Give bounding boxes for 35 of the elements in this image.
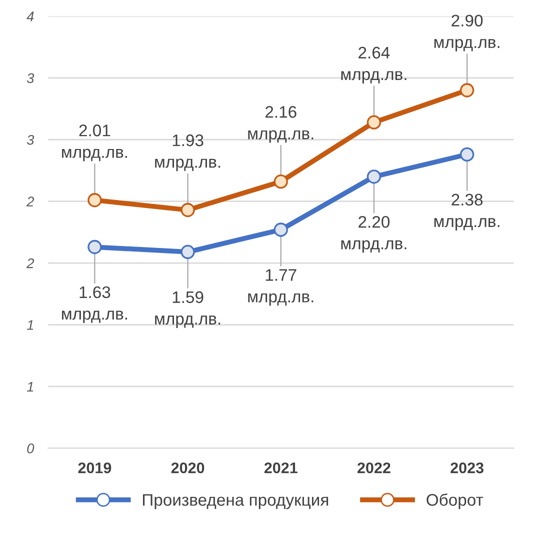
legend-label: Оборот [426, 493, 484, 510]
data-label: 1.59 млрд.лв. [155, 291, 220, 328]
data-label: 2.16 млрд.лв. [248, 106, 314, 143]
data-label: 2.20 млрд.лв. [341, 216, 406, 253]
y-tick-label: 1 [26, 320, 34, 330]
data-label: 1.93 млрд.лв. [155, 134, 220, 172]
y-tick-label: 3 [26, 73, 34, 84]
y-tick-label: 1 [26, 382, 34, 392]
point [88, 193, 102, 208]
y-tick-label: 2 [26, 258, 34, 268]
data-label: 2.64 млрд.лв. [341, 46, 406, 84]
point [180, 202, 195, 218]
x-tick-label: 2019 [78, 462, 112, 474]
point [460, 147, 474, 162]
point [274, 222, 288, 237]
point [366, 170, 382, 184]
data-label: 2.01 млрд.лв. [62, 124, 127, 162]
x-tick-label: 2021 [264, 462, 298, 474]
y-tick-label: 2 [26, 196, 34, 206]
point [460, 83, 474, 98]
x-tick-label: 2023 [450, 462, 484, 474]
y-tick-label: 3 [26, 134, 34, 145]
data-label: 2.38 млрд.лв. [434, 194, 500, 230]
point [88, 240, 102, 254]
y-tick-label: 0 [27, 444, 34, 454]
x-tick-label: 2022 [358, 462, 390, 474]
x-tick-label: 2020 [171, 462, 204, 474]
point [274, 174, 288, 189]
y-tick-label: 4 [26, 12, 34, 22]
legend-label: Произведена продукция [143, 494, 328, 510]
point [180, 244, 195, 260]
data-label: 2.90 млрд.лв. [434, 14, 500, 52]
data-label: 1.77 млрд.лв. [248, 269, 314, 306]
data-label: 1.63 млрд.лв. [62, 286, 127, 324]
point [366, 115, 382, 130]
